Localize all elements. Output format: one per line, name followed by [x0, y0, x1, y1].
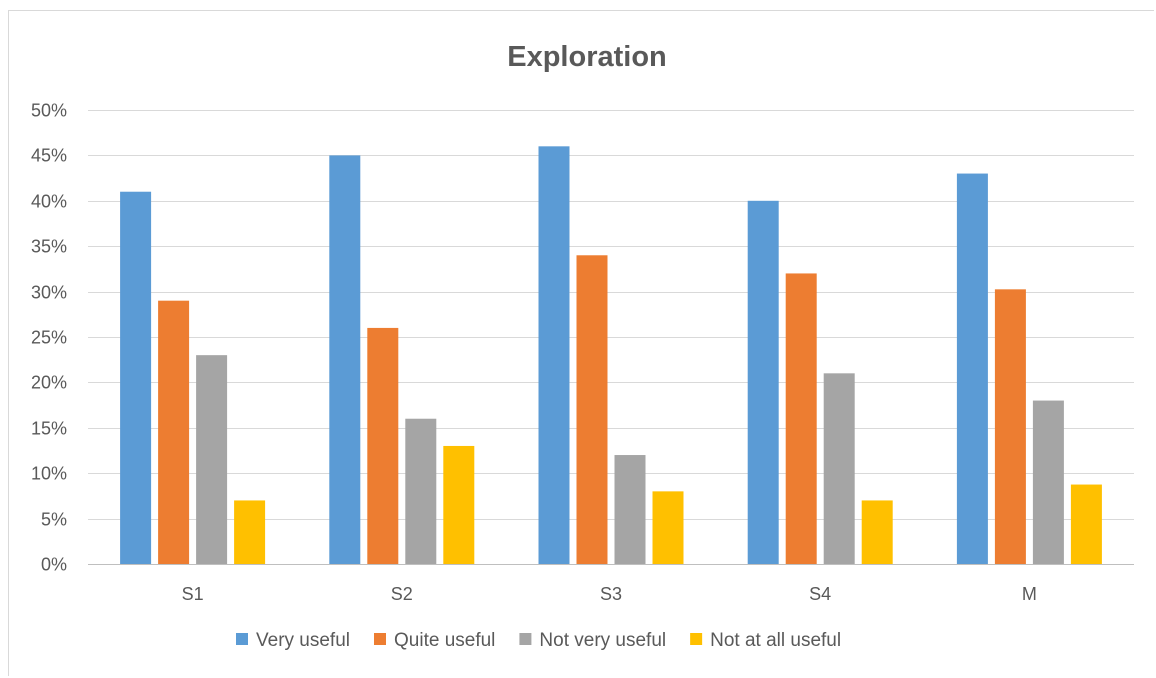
bar-s4-not-at-all-useful	[861, 500, 893, 564]
legend-label: Quite useful	[394, 630, 495, 651]
bar-s4-quite-useful	[785, 273, 817, 564]
bar-m-quite-useful	[994, 289, 1026, 564]
y-tick-label: 25%	[31, 328, 67, 348]
bar-m-very-useful	[956, 173, 988, 564]
y-tick-label: 35%	[31, 237, 67, 257]
legend-swatch	[236, 633, 248, 645]
bar-m-not-at-all-useful	[1070, 484, 1102, 564]
x-axis-ticks: S1 S2 S3 S4 M	[182, 584, 1037, 604]
x-tick-label: M	[1022, 584, 1037, 604]
bar-s2-quite-useful	[367, 327, 399, 564]
bar-s1-not-at-all-useful	[234, 500, 266, 564]
bar-s1-not-very-useful	[196, 355, 228, 564]
legend-label: Not at all useful	[710, 630, 841, 651]
x-tick-label: S3	[600, 584, 622, 604]
y-tick-label: 30%	[31, 283, 67, 303]
bar-s4-not-very-useful	[823, 373, 855, 564]
legend-item: Not at all useful	[690, 630, 841, 651]
legend-swatch	[374, 633, 386, 645]
legend-item: Not very useful	[519, 630, 666, 651]
legend-swatch	[519, 633, 532, 645]
y-tick-label: 45%	[31, 146, 67, 166]
bar-s1-very-useful	[120, 191, 152, 564]
bar-s2-not-very-useful	[405, 418, 437, 564]
legend-label: Not very useful	[539, 630, 666, 651]
legend-swatch	[690, 633, 703, 645]
x-tick-label: S1	[182, 584, 204, 604]
legend-label: Very useful	[256, 630, 350, 651]
bar-s3-very-useful	[538, 146, 570, 564]
y-tick-label: 20%	[31, 373, 67, 393]
bar-s1-quite-useful	[158, 300, 190, 564]
bar-s3-not-at-all-useful	[652, 491, 684, 564]
y-tick-label: 40%	[31, 192, 67, 212]
x-tick-label: S2	[391, 584, 413, 604]
y-tick-label: 50%	[31, 101, 67, 121]
legend-item: Quite useful	[374, 630, 495, 651]
bar-s4-very-useful	[747, 200, 779, 565]
y-tick-label: 0%	[41, 555, 67, 575]
bar-s3-quite-useful	[576, 255, 608, 564]
x-tick-label: S4	[809, 584, 831, 604]
chart-frame	[8, 10, 1154, 676]
bars	[120, 146, 1102, 565]
y-tick-label: 5%	[41, 510, 67, 530]
chart-title: Exploration	[507, 41, 667, 73]
bar-s3-not-very-useful	[614, 455, 646, 564]
y-tick-label: 15%	[31, 419, 67, 439]
legend-item: Very useful	[236, 630, 350, 651]
y-tick-label: 10%	[31, 464, 67, 484]
bar-s2-very-useful	[329, 155, 361, 564]
bar-m-not-very-useful	[1032, 400, 1064, 564]
bar-s2-not-at-all-useful	[443, 445, 475, 564]
y-axis-ticks: 0% 5% 10% 15% 20% 25% 30% 35% 40% 45% 50%	[31, 101, 67, 575]
legend: Very useful Quite useful Not very useful No…	[236, 630, 841, 651]
